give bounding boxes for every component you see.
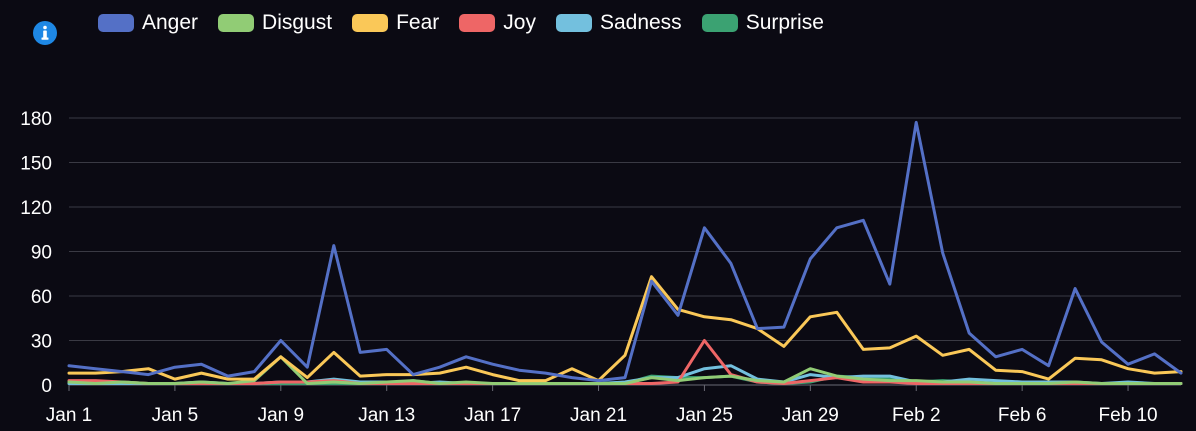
- chart-legend: Anger Disgust Fear Joy Sadness Surprise: [98, 10, 844, 36]
- legend-label: Disgust: [262, 11, 333, 34]
- y-tick-label: 150: [20, 154, 52, 175]
- x-tick-label: Feb 2: [892, 405, 941, 426]
- x-tick-label: Jan 21: [570, 405, 627, 426]
- y-tick-label: 30: [31, 332, 52, 353]
- legend-label: Surprise: [745, 11, 824, 34]
- y-tick-label: 120: [20, 198, 52, 219]
- legend-label: Anger: [142, 11, 199, 34]
- series-line-anger: [67, 120, 1183, 383]
- x-tick-label: Jan 29: [782, 405, 839, 426]
- legend-swatch: [701, 14, 738, 32]
- legend-swatch: [352, 14, 389, 32]
- legend-label: Sadness: [599, 11, 682, 34]
- legend-swatch: [555, 14, 592, 32]
- legend-label: Fear: [396, 11, 440, 34]
- x-tick-label: Feb 10: [1098, 405, 1157, 426]
- legend-swatch: [218, 14, 255, 32]
- y-tick-label: 0: [41, 376, 52, 397]
- x-tick-label: Feb 6: [998, 405, 1047, 426]
- legend-label: Joy: [503, 11, 536, 34]
- info-circle-icon[interactable]: [32, 20, 58, 46]
- legend-item-anger[interactable]: Anger: [98, 11, 198, 35]
- x-tick-label: Jan 17: [464, 405, 521, 426]
- x-tick-label: Jan 9: [258, 405, 304, 426]
- x-tick-label: Jan 13: [358, 405, 415, 426]
- legend-item-joy[interactable]: Joy: [459, 11, 536, 35]
- legend-item-surprise[interactable]: Surprise: [701, 11, 824, 35]
- legend-item-fear[interactable]: Fear: [352, 11, 439, 35]
- y-tick-label: 60: [31, 287, 52, 308]
- x-tick-label: Jan 1: [46, 405, 92, 426]
- y-tick-label: 180: [20, 109, 52, 130]
- legend-swatch: [459, 14, 496, 32]
- legend-item-sadness[interactable]: Sadness: [555, 11, 682, 35]
- x-tick-label: Jan 5: [152, 405, 198, 426]
- legend-item-disgust[interactable]: Disgust: [218, 11, 332, 35]
- legend-swatch: [98, 14, 134, 32]
- series-line-fear: [67, 275, 1183, 383]
- x-tick-label: Jan 25: [676, 405, 733, 426]
- y-tick-label: 90: [31, 243, 52, 264]
